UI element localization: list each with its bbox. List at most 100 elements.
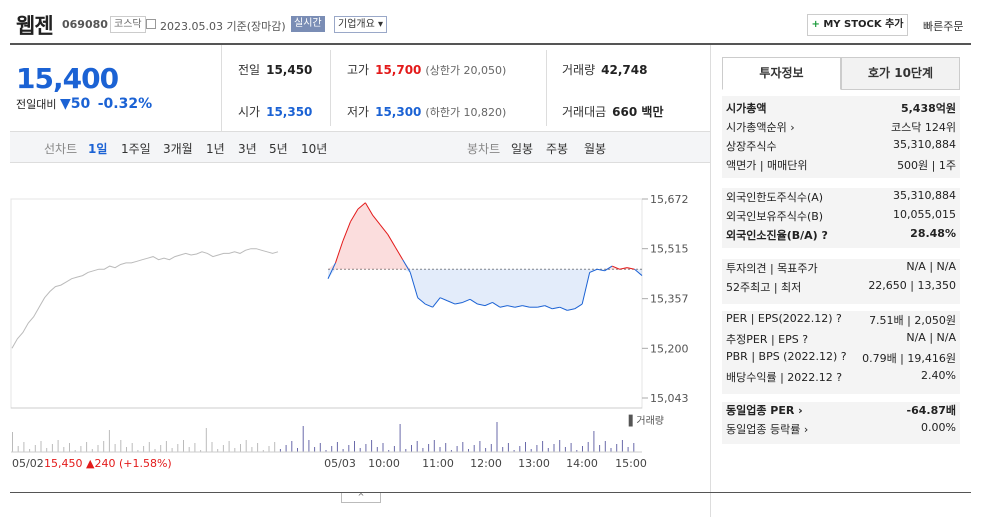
info-row: 시가총액 5,438억원 [726,100,956,118]
volume-bar [200,450,202,452]
volume-bar [217,449,219,452]
volume-bar [69,443,70,452]
page-header: 웹젠 069080 코스닥 2023.05.03 기준(장마감) 실시간 기업개… [0,0,998,44]
volume-bar [450,450,452,452]
tab-invest-info[interactable]: 투자정보 [722,57,841,90]
tab-5y[interactable]: 5년 [269,142,288,156]
corp-info-dropdown[interactable]: 기업개요 ▾ [334,16,387,33]
stat-open: 시가 15,350 [238,105,313,119]
info-label: 추정PER | EPS ? [726,333,809,346]
price-segment [394,246,404,260]
info-row: PBR | BPS (2022.12) ? 0.79배 | 19,416원 [726,350,956,368]
quick-order-button[interactable]: 빠른주문 [923,20,964,33]
tab-3y[interactable]: 3년 [238,142,257,156]
price-segment [439,297,448,302]
volume-bar [97,445,99,452]
price-segment [477,303,486,307]
volume-bar [468,449,469,452]
volume-bar [171,448,173,452]
info-value: 500원 | 1주 [897,159,956,172]
info-value: 코스닥 124위 [891,121,956,134]
stock-name: 웹젠 [16,14,54,38]
tab-weekly[interactable]: 주봉 [546,142,569,156]
info-value: 5,438억원 [900,102,956,115]
x-tick-label: 15:00 [615,457,647,470]
tab-1w[interactable]: 1주일 [121,142,151,156]
volume-bar [553,444,555,452]
volume-bar [490,444,492,452]
stat-prev: 전일 15,450 [238,63,313,77]
price-segment [537,305,545,308]
volume-bar [354,441,355,452]
prev-day-line [11,248,279,349]
price-segment [462,298,471,303]
summary-divider [221,45,222,131]
volume-bar [365,444,367,452]
volume-bar [399,424,401,452]
mystock-add-button[interactable]: + MY STOCK 추가 [807,14,908,36]
price-segment [634,268,643,276]
collapse-chevron-icon[interactable]: ^ [341,493,381,503]
volume-bar [108,430,110,452]
volume-bar [165,441,167,452]
volume-bar [616,444,618,452]
info-label: 배당수익률 | 2022.12 ? [726,371,843,384]
info-label: 상장주식수 [726,140,777,153]
stats-divider-1 [330,50,331,126]
volume-bar [405,449,407,452]
info-row: 시가총액순위 › 코스닥 124위 [726,119,956,137]
tab-daily[interactable]: 일봉 [511,142,534,156]
volume-bar [126,447,127,452]
volume-bar [251,447,253,452]
tab-monthly[interactable]: 월봉 [584,142,607,156]
right-tabs: 투자정보 호가 10단계 [722,57,960,90]
volume-bar [57,440,59,452]
header-divider [10,43,971,45]
current-price: 15,400 [16,62,119,95]
volume-bar [137,450,139,452]
price-segment [514,305,523,308]
volume-bar [576,450,578,452]
info-row: 52주최고 | 최저 22,650 | 13,350 [726,279,956,297]
info-row: 외국인한도주식수(A) 35,310,884 [726,189,956,207]
volume-bar [519,446,521,452]
volume-bar [371,440,373,452]
up-area [328,202,642,270]
price-segment [387,234,396,248]
price-segment [379,224,389,235]
price-segment [342,221,351,241]
line-chart-label: 선차트 [44,142,78,156]
volume-bar [319,443,321,452]
volume-bar [211,442,213,452]
realtime-button[interactable]: 실시간 [291,16,325,32]
price-segment [432,297,441,308]
info-row: 상장주식수 35,310,884 [726,138,956,156]
volume-bar [336,442,338,452]
price-segment [581,272,591,305]
volume-bar [507,443,509,452]
info-label: 외국인소진율(B/A) ? [726,229,828,242]
volume-bar [274,442,276,452]
tab-10y[interactable]: 10년 [301,142,328,156]
x-tick-label: 14:00 [566,457,598,470]
y-tick-label: 15,515 [650,243,689,256]
info-value: 2.40% [921,369,956,382]
tab-1d[interactable]: 1일 [88,142,108,156]
info-section [722,188,960,248]
info-value: 22,650 | 13,350 [868,279,956,292]
stats-divider-2 [546,50,547,126]
info-label: PBR | BPS (2022.12) ? [726,350,847,363]
price-segment [499,305,508,308]
tab-orderbook[interactable]: 호가 10단계 [841,57,960,90]
price-segment [626,267,635,270]
volume-bar [587,442,589,452]
price-segment [409,272,419,298]
volume-bar [183,440,184,452]
tab-3m[interactable]: 3개월 [163,142,193,156]
volume-bar [91,449,93,452]
tab-1y[interactable]: 1년 [206,142,225,156]
price-segment [335,240,344,264]
price-segment [619,267,628,270]
candle-chart-label: 봉차트 [467,142,501,156]
volume-bar [12,432,13,452]
